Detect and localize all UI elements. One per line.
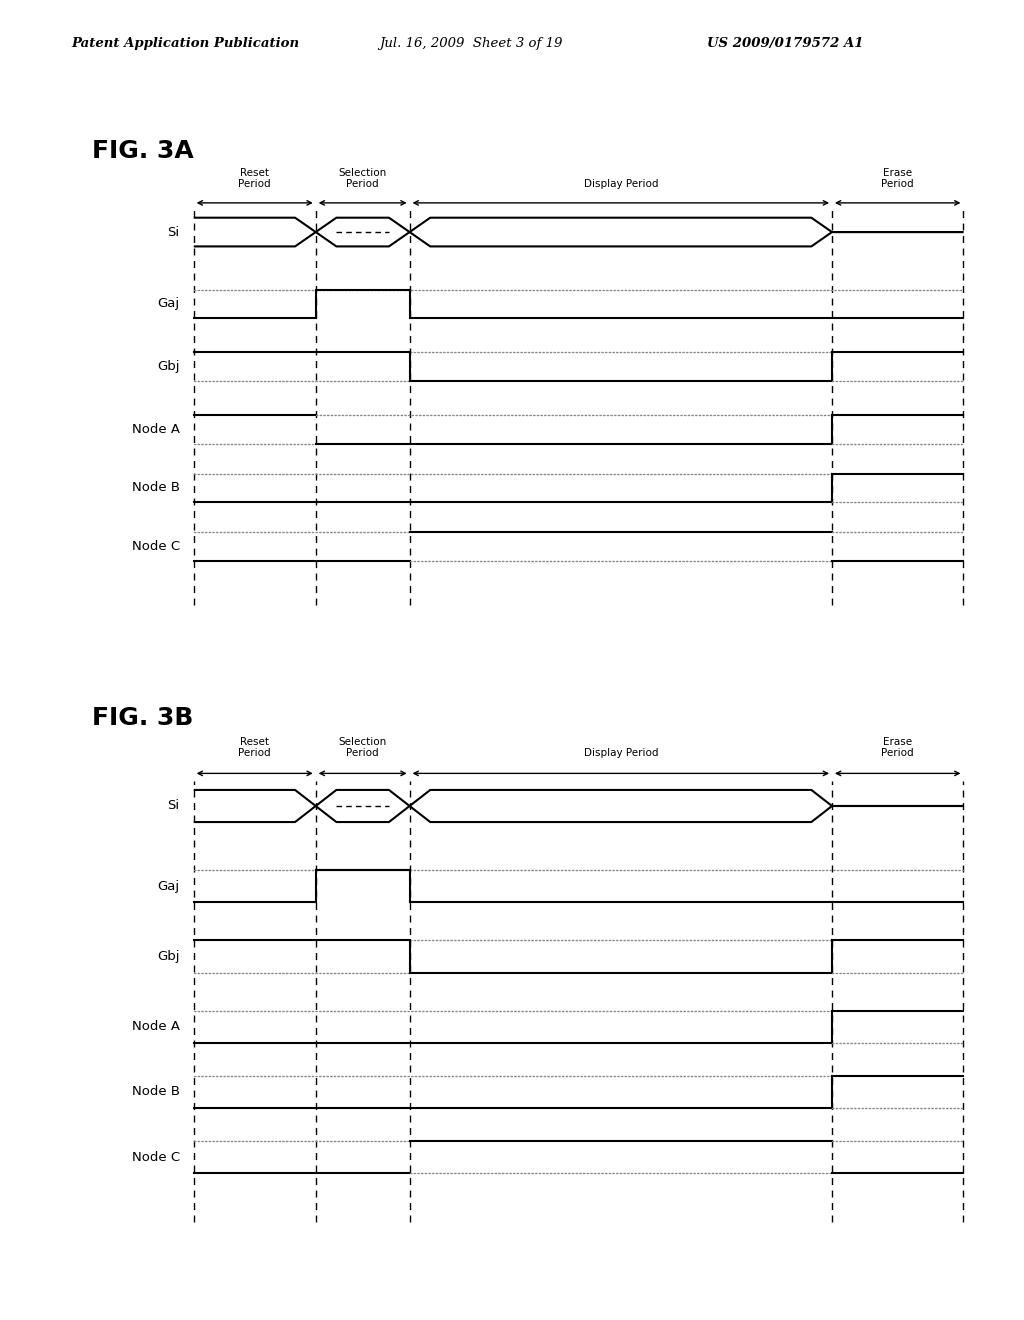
Text: Node B: Node B xyxy=(132,482,179,495)
Text: Gaj: Gaj xyxy=(158,879,179,892)
Text: FIG. 3B: FIG. 3B xyxy=(92,706,194,730)
Text: Selection
Period: Selection Period xyxy=(339,737,387,758)
Text: US 2009/0179572 A1: US 2009/0179572 A1 xyxy=(707,37,863,50)
Text: Display Period: Display Period xyxy=(584,748,658,758)
Text: Jul. 16, 2009  Sheet 3 of 19: Jul. 16, 2009 Sheet 3 of 19 xyxy=(379,37,562,50)
Text: Reset
Period: Reset Period xyxy=(239,737,271,758)
Text: FIG. 3A: FIG. 3A xyxy=(92,139,194,162)
Text: Gbj: Gbj xyxy=(157,360,179,374)
Text: Reset
Period: Reset Period xyxy=(239,168,271,190)
Text: Si: Si xyxy=(168,800,179,813)
Text: Node C: Node C xyxy=(131,540,179,553)
Text: Node B: Node B xyxy=(132,1085,179,1098)
Text: Node A: Node A xyxy=(132,1020,179,1034)
Text: Gbj: Gbj xyxy=(157,950,179,964)
Text: Si: Si xyxy=(168,226,179,239)
Text: Erase
Period: Erase Period xyxy=(882,168,914,190)
Text: Erase
Period: Erase Period xyxy=(882,737,914,758)
Text: Gaj: Gaj xyxy=(158,297,179,310)
Text: Patent Application Publication: Patent Application Publication xyxy=(72,37,300,50)
Text: Display Period: Display Period xyxy=(584,180,658,190)
Text: Node C: Node C xyxy=(131,1151,179,1164)
Text: Selection
Period: Selection Period xyxy=(339,168,387,190)
Text: Node A: Node A xyxy=(132,422,179,436)
